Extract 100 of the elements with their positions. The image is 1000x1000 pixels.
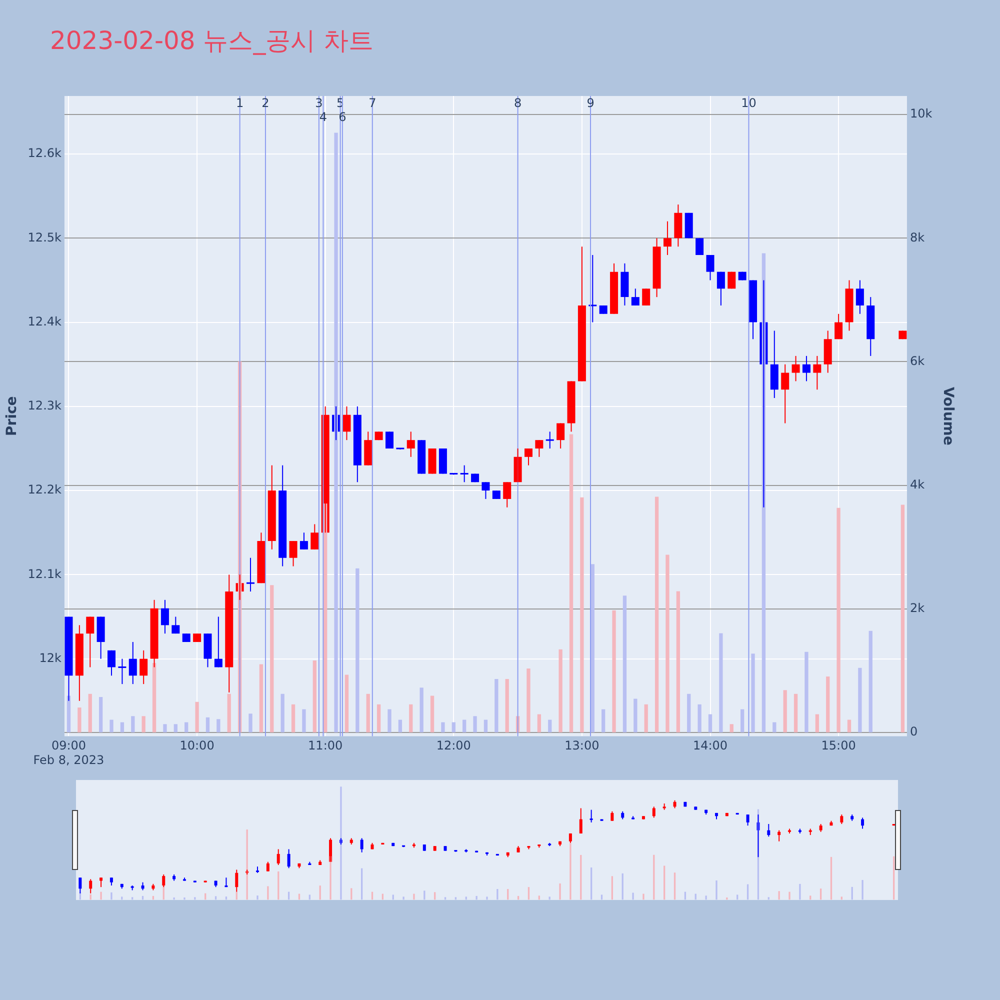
ref-line-label: 1 (236, 96, 244, 110)
bar (302, 709, 306, 732)
candlestick (738, 272, 746, 280)
bar (740, 709, 744, 732)
ref-line-label: 7 (368, 96, 376, 110)
bar (66, 696, 71, 732)
ref-line-label: 4 (319, 110, 328, 124)
candlestick (438, 448, 447, 474)
y2-tick-label: 2k (910, 601, 925, 616)
bar (708, 714, 712, 732)
bar (441, 722, 445, 732)
x-tick-label: 14:00 (692, 738, 728, 753)
bar (462, 720, 466, 732)
bar (548, 720, 552, 732)
bar (868, 630, 872, 732)
bar (195, 702, 199, 732)
bar (719, 633, 723, 732)
bar (131, 716, 135, 732)
bar (152, 662, 156, 732)
bar (388, 709, 392, 732)
bar (794, 694, 798, 732)
bar (815, 714, 819, 732)
bar (612, 610, 616, 732)
bar (622, 596, 627, 732)
bar (366, 694, 370, 732)
bar (376, 704, 381, 732)
bar (634, 698, 638, 732)
bar (312, 660, 316, 732)
bar (558, 649, 562, 732)
bar (826, 676, 830, 732)
bar (344, 674, 349, 732)
bar (120, 722, 124, 732)
bar (259, 664, 264, 732)
y-tick-label: 12.1k (28, 566, 62, 581)
y2-tick-label: 0 (910, 724, 918, 739)
candlestick (684, 212, 693, 238)
y-tick-label: 12.3k (28, 398, 62, 413)
bar (730, 724, 734, 732)
bar (420, 688, 424, 732)
bar (569, 434, 574, 732)
y-tick-label: 12.4k (28, 314, 62, 328)
candlestick (374, 432, 383, 440)
candlestick (898, 330, 907, 340)
x-tick-label: 13:00 (564, 738, 600, 753)
x-tick-label: 15:00 (821, 738, 856, 753)
y2-tick-label: 4k (910, 477, 925, 492)
candlestick (418, 440, 426, 474)
ref-line-label: 9 (586, 96, 594, 110)
y2-tick-label: 8k (910, 230, 925, 244)
bar (356, 568, 360, 732)
x-tick-label: 10:00 (180, 738, 214, 753)
candlestick (492, 490, 500, 499)
bar (666, 554, 670, 732)
chart-title: 2023-02-08 뉴스_공시 차트 (50, 25, 374, 57)
x-tick-label: 12:00 (436, 738, 471, 753)
bar (804, 652, 808, 732)
bar (291, 704, 296, 732)
bar (98, 696, 103, 732)
y-tick-label: 12.2k (28, 482, 62, 497)
bar (751, 654, 755, 732)
bar (473, 716, 477, 732)
bar (783, 690, 787, 732)
bar (580, 497, 584, 732)
bar (590, 564, 594, 732)
bar (602, 709, 606, 732)
bar (452, 722, 456, 732)
ref-line-label: 8 (514, 96, 522, 110)
candlestick (428, 448, 436, 474)
bar (110, 720, 114, 732)
y2-tick-label: 10k (910, 106, 932, 121)
candlestick (182, 634, 190, 642)
bar (858, 668, 862, 732)
candlestick (599, 305, 608, 314)
candlestick (642, 288, 650, 306)
y-axis-title: Price (4, 396, 20, 436)
ref-line-label: 3 (315, 96, 323, 110)
bar (88, 694, 92, 732)
bar (644, 704, 648, 732)
bar (398, 720, 402, 732)
bar (270, 585, 274, 732)
bar (494, 679, 498, 732)
bar (687, 694, 691, 732)
bar (847, 720, 852, 732)
bar (409, 704, 413, 732)
bar (526, 668, 530, 732)
ref-line-label: 10 (741, 96, 756, 110)
y2-tick-label: 6k (910, 354, 925, 368)
x-tick-label: 11:00 (308, 738, 343, 753)
bar (227, 694, 231, 732)
bar (772, 722, 776, 732)
candlestick (386, 432, 394, 448)
bar (484, 720, 488, 732)
bar (280, 694, 284, 732)
candlestick (193, 634, 202, 642)
bar (78, 707, 82, 732)
bar (216, 719, 220, 732)
bar (836, 508, 840, 732)
bar (654, 496, 659, 732)
bar (184, 722, 188, 732)
ref-line-label: 2 (262, 96, 270, 110)
